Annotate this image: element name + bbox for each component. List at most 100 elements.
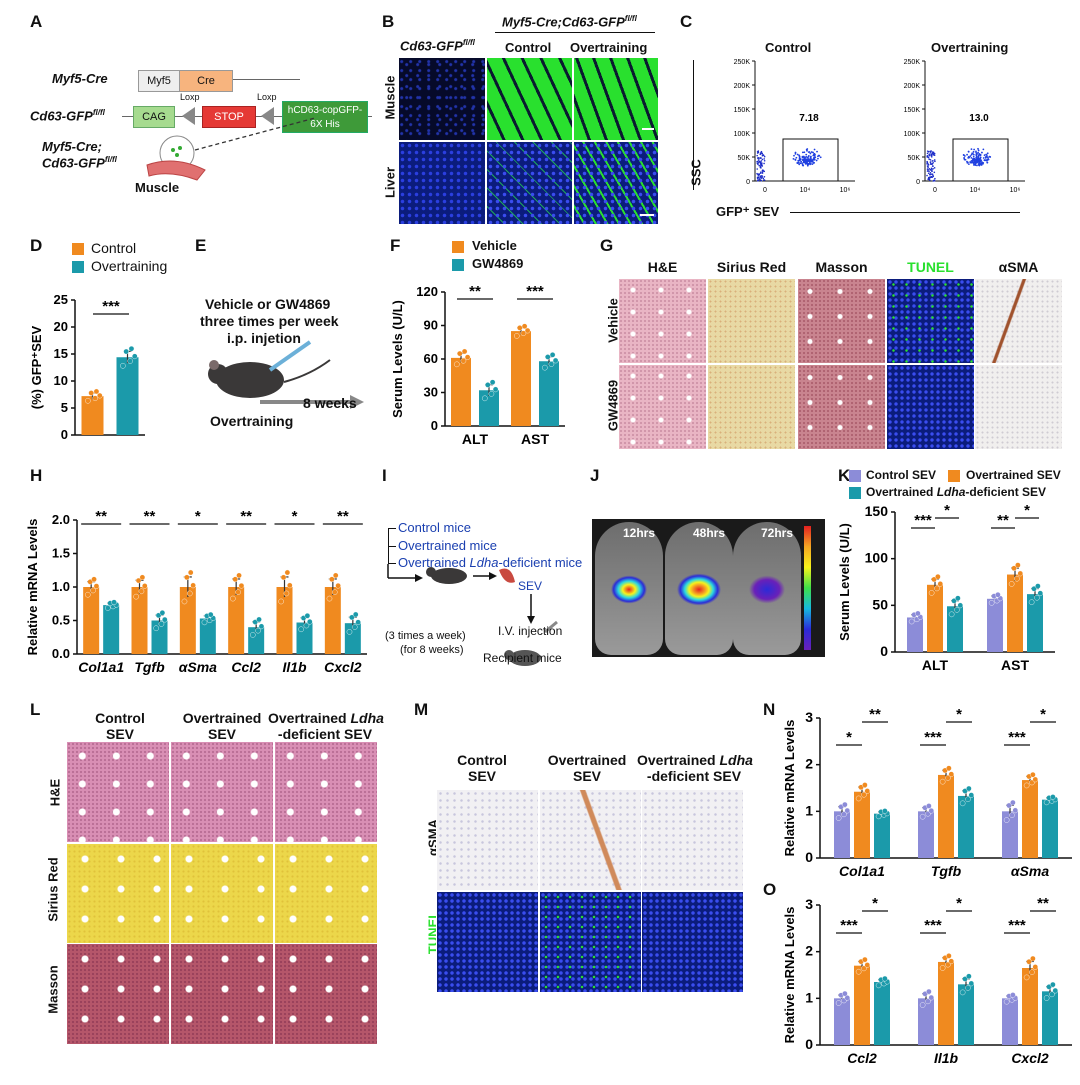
data-point bbox=[855, 795, 862, 802]
bar bbox=[854, 965, 870, 1045]
flow-event bbox=[762, 154, 765, 156]
data-point bbox=[951, 598, 957, 604]
panel-a-label: A bbox=[30, 12, 43, 31]
data-point bbox=[111, 599, 117, 605]
flow-event bbox=[966, 153, 968, 156]
data-point bbox=[250, 632, 256, 638]
data-point bbox=[331, 589, 338, 595]
flow-event bbox=[932, 153, 935, 156]
data-point bbox=[926, 988, 932, 995]
flow-event bbox=[931, 151, 934, 153]
cd63-gfp-label: Cd63-GFPfl/fl bbox=[30, 108, 105, 124]
flow-event bbox=[802, 164, 805, 167]
data-point bbox=[492, 386, 499, 393]
data-point bbox=[190, 582, 196, 589]
b-scale-bar-1 bbox=[642, 128, 654, 130]
x-category-label: Col1a1 bbox=[78, 659, 124, 675]
panel-n-label: N bbox=[763, 700, 776, 719]
flow-event bbox=[979, 153, 982, 156]
flow-event bbox=[763, 159, 766, 162]
b-scale-bar-2 bbox=[640, 214, 654, 216]
data-point bbox=[128, 345, 135, 352]
flow-event bbox=[800, 160, 803, 163]
flow-event bbox=[933, 167, 936, 169]
significance-label: ** bbox=[95, 508, 107, 525]
data-point bbox=[928, 994, 935, 1001]
x-category-label: Ccl2 bbox=[231, 659, 261, 675]
bar bbox=[199, 618, 216, 654]
significance-label: * bbox=[195, 508, 201, 525]
flow-event bbox=[760, 162, 763, 165]
data-point bbox=[159, 609, 166, 616]
data-point bbox=[968, 792, 975, 798]
data-point bbox=[1006, 802, 1012, 809]
flow-event bbox=[927, 166, 929, 169]
m-col3: Overtrained Ldha -deficient SEV bbox=[637, 752, 753, 784]
flow-x-tick-label: 10⁴ bbox=[970, 187, 981, 194]
data-point bbox=[1023, 974, 1030, 981]
j-signal-1 bbox=[673, 562, 725, 612]
flow-event bbox=[798, 163, 801, 166]
data-point bbox=[875, 982, 882, 989]
data-point bbox=[925, 998, 931, 1005]
flow-event bbox=[982, 157, 985, 159]
flow-event bbox=[816, 150, 818, 153]
data-point bbox=[92, 395, 98, 401]
data-point bbox=[135, 577, 142, 584]
flow-event bbox=[967, 150, 970, 153]
data-point bbox=[461, 348, 468, 355]
m-image-r0-c2 bbox=[641, 789, 744, 891]
cag-box: CAG bbox=[133, 106, 175, 128]
flow-event bbox=[976, 164, 978, 167]
flow-gate-percent: 13.0 bbox=[969, 113, 989, 124]
flow-event bbox=[963, 158, 966, 161]
significance-label: * bbox=[292, 508, 298, 525]
m-col1: Control SEV bbox=[457, 752, 507, 784]
flow-event bbox=[927, 150, 930, 153]
flow-event bbox=[971, 159, 974, 162]
bar bbox=[1002, 998, 1018, 1045]
g-image-r0-c1 bbox=[707, 278, 796, 364]
flow-gate bbox=[952, 138, 1009, 182]
data-point bbox=[946, 953, 952, 959]
data-point bbox=[158, 621, 165, 627]
flow-event bbox=[975, 153, 978, 156]
data-point bbox=[855, 968, 862, 975]
y-axis-label: Relative mRNA Levels bbox=[25, 519, 40, 656]
flow-event bbox=[810, 158, 812, 160]
flow-event bbox=[760, 151, 762, 154]
data-point bbox=[968, 980, 975, 987]
data-point bbox=[915, 610, 921, 617]
bar bbox=[539, 361, 559, 426]
g-image-r1-c4 bbox=[974, 364, 1063, 450]
data-point bbox=[1026, 958, 1032, 965]
data-point bbox=[939, 965, 946, 971]
flow-event bbox=[804, 161, 807, 164]
flow-event bbox=[759, 161, 762, 164]
i-schedule-2: (for 8 weeks) bbox=[400, 644, 464, 656]
flow-event bbox=[813, 148, 816, 151]
data-point bbox=[238, 582, 245, 589]
data-point bbox=[931, 576, 937, 583]
flow-event bbox=[758, 175, 760, 177]
data-point bbox=[127, 358, 133, 364]
flow-event bbox=[763, 158, 765, 160]
l-row-he: H&E bbox=[47, 778, 63, 807]
flow-event bbox=[975, 156, 977, 159]
data-point bbox=[123, 348, 129, 355]
flow-event bbox=[809, 163, 811, 166]
g-col-0: H&E bbox=[647, 259, 678, 275]
flow-event bbox=[811, 160, 814, 163]
data-point bbox=[235, 589, 241, 595]
data-point bbox=[948, 771, 955, 777]
bar bbox=[834, 998, 850, 1045]
j-time-0: 12hrs bbox=[623, 526, 656, 540]
flow-event bbox=[812, 161, 815, 164]
flow-event bbox=[817, 157, 819, 160]
y-tick-label: 150 bbox=[865, 503, 889, 519]
flow-event bbox=[927, 156, 930, 159]
g-col-2: Masson bbox=[815, 259, 868, 275]
flow-event bbox=[805, 162, 808, 165]
flow-event bbox=[970, 153, 973, 156]
bar bbox=[947, 606, 963, 652]
